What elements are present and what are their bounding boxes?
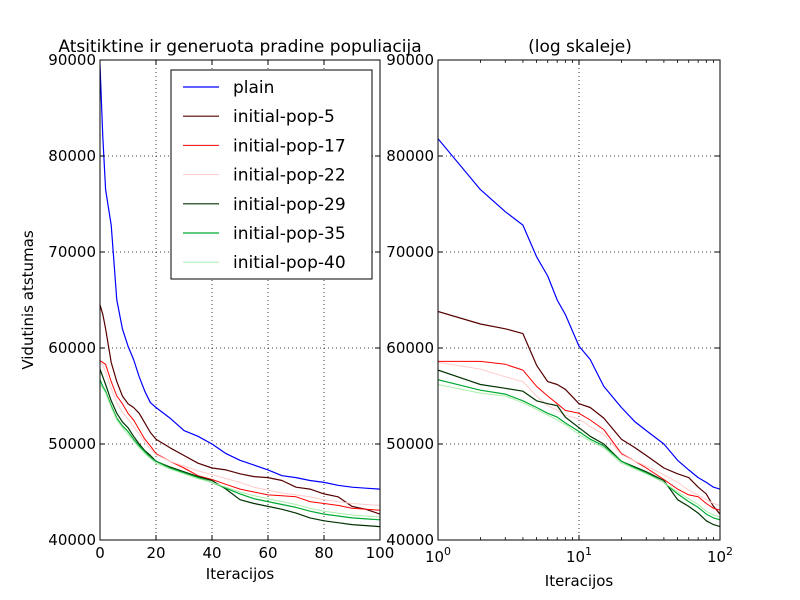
left-y-axis-label: Vidutinis atstumas	[19, 230, 37, 370]
right-series-line-plain	[438, 138, 720, 490]
right-series-line-initial-pop-22	[438, 361, 720, 506]
left-x-tick-label: 20	[146, 544, 165, 562]
right-x-axis-label: Iteracijos	[545, 572, 614, 590]
left-series-line-initial-pop-17	[100, 360, 380, 511]
left-y-tick-label: 90000	[48, 51, 96, 69]
figure-title-left: Atsitiktine ir generuota pradine populia…	[58, 37, 421, 57]
left-x-axis-label: Iteracijos	[206, 565, 275, 583]
right-series-line-initial-pop-29	[438, 369, 720, 528]
legend: plain initial-pop-5 initial-pop-17 initial-…	[170, 69, 373, 280]
left-x-tick-label: 40	[202, 544, 221, 562]
figure-title-right: (log skaleje)	[528, 37, 632, 57]
right-series-group	[438, 138, 720, 528]
left-x-tick-label: 80	[314, 544, 333, 562]
left-series-group	[100, 64, 380, 528]
right-x-tick-label: 101	[566, 545, 592, 566]
left-y-tick-label: 60000	[48, 339, 96, 357]
legend-label-initial-pop-40: initial-pop-40	[233, 253, 346, 273]
right-x-tick-exponent: 2	[726, 545, 733, 558]
left-series-line-initial-pop-22	[100, 362, 380, 506]
left-axes-frame	[99, 59, 381, 541]
right-y-tick-label: 90000	[386, 51, 434, 69]
right-x-tick-exponent: 1	[585, 545, 592, 558]
left-series-line-initial-pop-29	[100, 368, 380, 528]
right-y-tick-label: 40000	[386, 531, 434, 549]
right-y-tick-label: 50000	[386, 435, 434, 453]
right-series-line-initial-pop-17	[438, 360, 720, 511]
legend-label-initial-pop-35: initial-pop-35	[233, 224, 346, 244]
legend-label-plain: plain	[233, 78, 274, 98]
right-y-tick-label: 80000	[386, 147, 434, 165]
left-x-tick-label: 100	[366, 544, 395, 562]
legend-label-initial-pop-5: initial-pop-5	[233, 107, 335, 127]
right-x-tick-base: 10	[707, 548, 726, 566]
left-y-tick-label: 50000	[48, 435, 96, 453]
right-series-line-initial-pop-40	[438, 384, 720, 518]
left-y-tick-label: 70000	[48, 243, 96, 261]
left-series-line-initial-pop-40	[100, 384, 380, 518]
left-x-tick-label: 60	[258, 544, 277, 562]
left-line-chart: 40000 50000 60000 70000 80000 90000 0 20 40 60 80 1…	[19, 51, 394, 583]
left-series-line-plain	[100, 64, 380, 490]
right-y-tick-label: 60000	[386, 339, 434, 357]
right-series-line-initial-pop-35	[438, 379, 720, 521]
legend-label-initial-pop-29: initial-pop-29	[233, 195, 346, 215]
legend-label-initial-pop-17: initial-pop-17	[233, 136, 346, 156]
right-x-tick-label: 100	[425, 545, 451, 566]
left-series-line-initial-pop-35	[100, 379, 380, 521]
left-y-tick-label: 80000	[48, 147, 96, 165]
left-series-line-initial-pop-5	[100, 304, 380, 515]
right-x-tick-label: 102	[707, 545, 733, 566]
right-x-tick-base: 10	[566, 548, 585, 566]
right-x-tick-exponent: 0	[444, 545, 451, 558]
right-y-tick-label: 70000	[386, 243, 434, 261]
left-x-tick-label: 0	[95, 544, 105, 562]
legend-label-initial-pop-22: initial-pop-22	[233, 166, 346, 186]
right-x-tick-base: 10	[425, 548, 444, 566]
left-y-tick-label: 40000	[48, 531, 96, 549]
right-series-line-initial-pop-5	[438, 310, 720, 515]
